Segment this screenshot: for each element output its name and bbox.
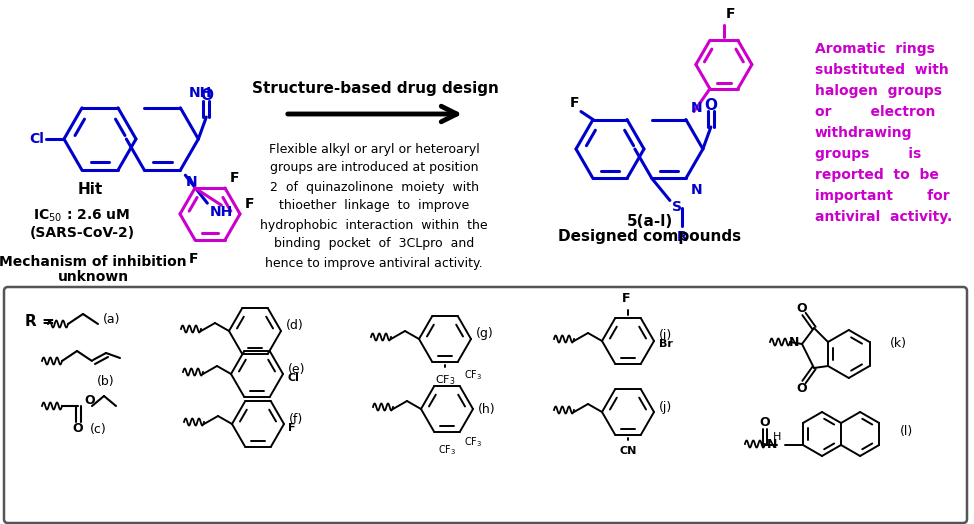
Text: N: N [691, 101, 702, 115]
Text: O: O [704, 97, 718, 113]
Text: (h): (h) [478, 402, 496, 416]
Text: F: F [570, 95, 579, 110]
Text: S: S [672, 201, 682, 214]
Text: Cl: Cl [29, 132, 44, 146]
Text: groups are introduced at position: groups are introduced at position [270, 161, 478, 174]
Text: NH: NH [209, 205, 233, 219]
Text: groups        is: groups is [815, 147, 921, 161]
Text: halogen  groups: halogen groups [815, 84, 942, 98]
Text: (SARS-CoV-2): (SARS-CoV-2) [29, 226, 134, 240]
Text: O: O [73, 421, 84, 434]
Text: Hit: Hit [77, 181, 102, 196]
Text: CF$_3$: CF$_3$ [464, 369, 482, 383]
Text: hence to improve antiviral activity.: hence to improve antiviral activity. [265, 257, 483, 269]
Text: withdrawing: withdrawing [815, 126, 913, 140]
Text: F: F [726, 7, 735, 20]
Text: N: N [185, 175, 197, 189]
Text: (b): (b) [97, 375, 115, 388]
Text: (g): (g) [476, 328, 494, 341]
Text: O: O [760, 417, 770, 430]
Text: NH: NH [188, 86, 211, 100]
Text: CF$_3$: CF$_3$ [434, 373, 455, 387]
Text: substituted  with: substituted with [815, 63, 949, 77]
Text: (l): (l) [900, 424, 914, 438]
Text: N: N [691, 183, 702, 198]
Text: Structure-based drug design: Structure-based drug design [251, 82, 499, 96]
Text: CN: CN [619, 446, 637, 456]
Text: (e): (e) [288, 363, 306, 376]
Text: F: F [230, 171, 240, 185]
Text: Flexible alkyl or aryl or heteroaryl: Flexible alkyl or aryl or heteroaryl [269, 143, 479, 156]
Text: important       for: important for [815, 189, 950, 203]
Text: Mechanism of inhibition: Mechanism of inhibition [0, 255, 187, 269]
Text: Designed compounds: Designed compounds [558, 230, 741, 245]
Text: Aromatic  rings: Aromatic rings [815, 42, 935, 56]
Text: H: H [772, 432, 781, 442]
Text: O: O [797, 381, 807, 395]
Text: (j): (j) [659, 400, 672, 413]
Text: (c): (c) [90, 423, 107, 436]
Text: F: F [621, 292, 630, 305]
Text: thioether  linkage  to  improve: thioether linkage to improve [279, 200, 469, 213]
Text: hydrophobic  interaction  within  the: hydrophobic interaction within the [260, 219, 488, 232]
Text: 2  of  quinazolinone  moiety  with: 2 of quinazolinone moiety with [270, 180, 478, 193]
Text: Cl: Cl [287, 373, 299, 383]
Text: O: O [797, 301, 807, 314]
Text: (i): (i) [659, 330, 672, 343]
Text: unknown: unknown [57, 270, 129, 284]
Text: CF$_3$: CF$_3$ [464, 435, 482, 449]
Text: 5(a-l): 5(a-l) [627, 213, 673, 228]
Text: or        electron: or electron [815, 105, 935, 119]
Text: IC$_{50}$ : 2.6 uM: IC$_{50}$ : 2.6 uM [33, 208, 131, 224]
Text: CF$_3$: CF$_3$ [438, 443, 456, 457]
Text: (a): (a) [103, 312, 121, 325]
Text: R =: R = [25, 314, 55, 329]
Text: N: N [767, 439, 777, 452]
Text: R: R [677, 231, 688, 244]
Text: O: O [200, 88, 213, 103]
Text: Br: Br [659, 339, 673, 349]
Text: (f): (f) [289, 412, 303, 425]
Text: binding  pocket  of  3CLpro  and: binding pocket of 3CLpro and [274, 237, 474, 250]
Text: reported  to  be: reported to be [815, 168, 939, 182]
Text: F: F [288, 423, 295, 433]
Text: O: O [84, 394, 94, 407]
FancyBboxPatch shape [4, 287, 967, 523]
Text: F: F [245, 197, 254, 211]
Text: N: N [789, 335, 799, 348]
Text: F: F [188, 252, 198, 266]
Text: (k): (k) [889, 336, 907, 350]
Text: (d): (d) [286, 320, 304, 333]
Text: antiviral  activity.: antiviral activity. [815, 210, 953, 224]
